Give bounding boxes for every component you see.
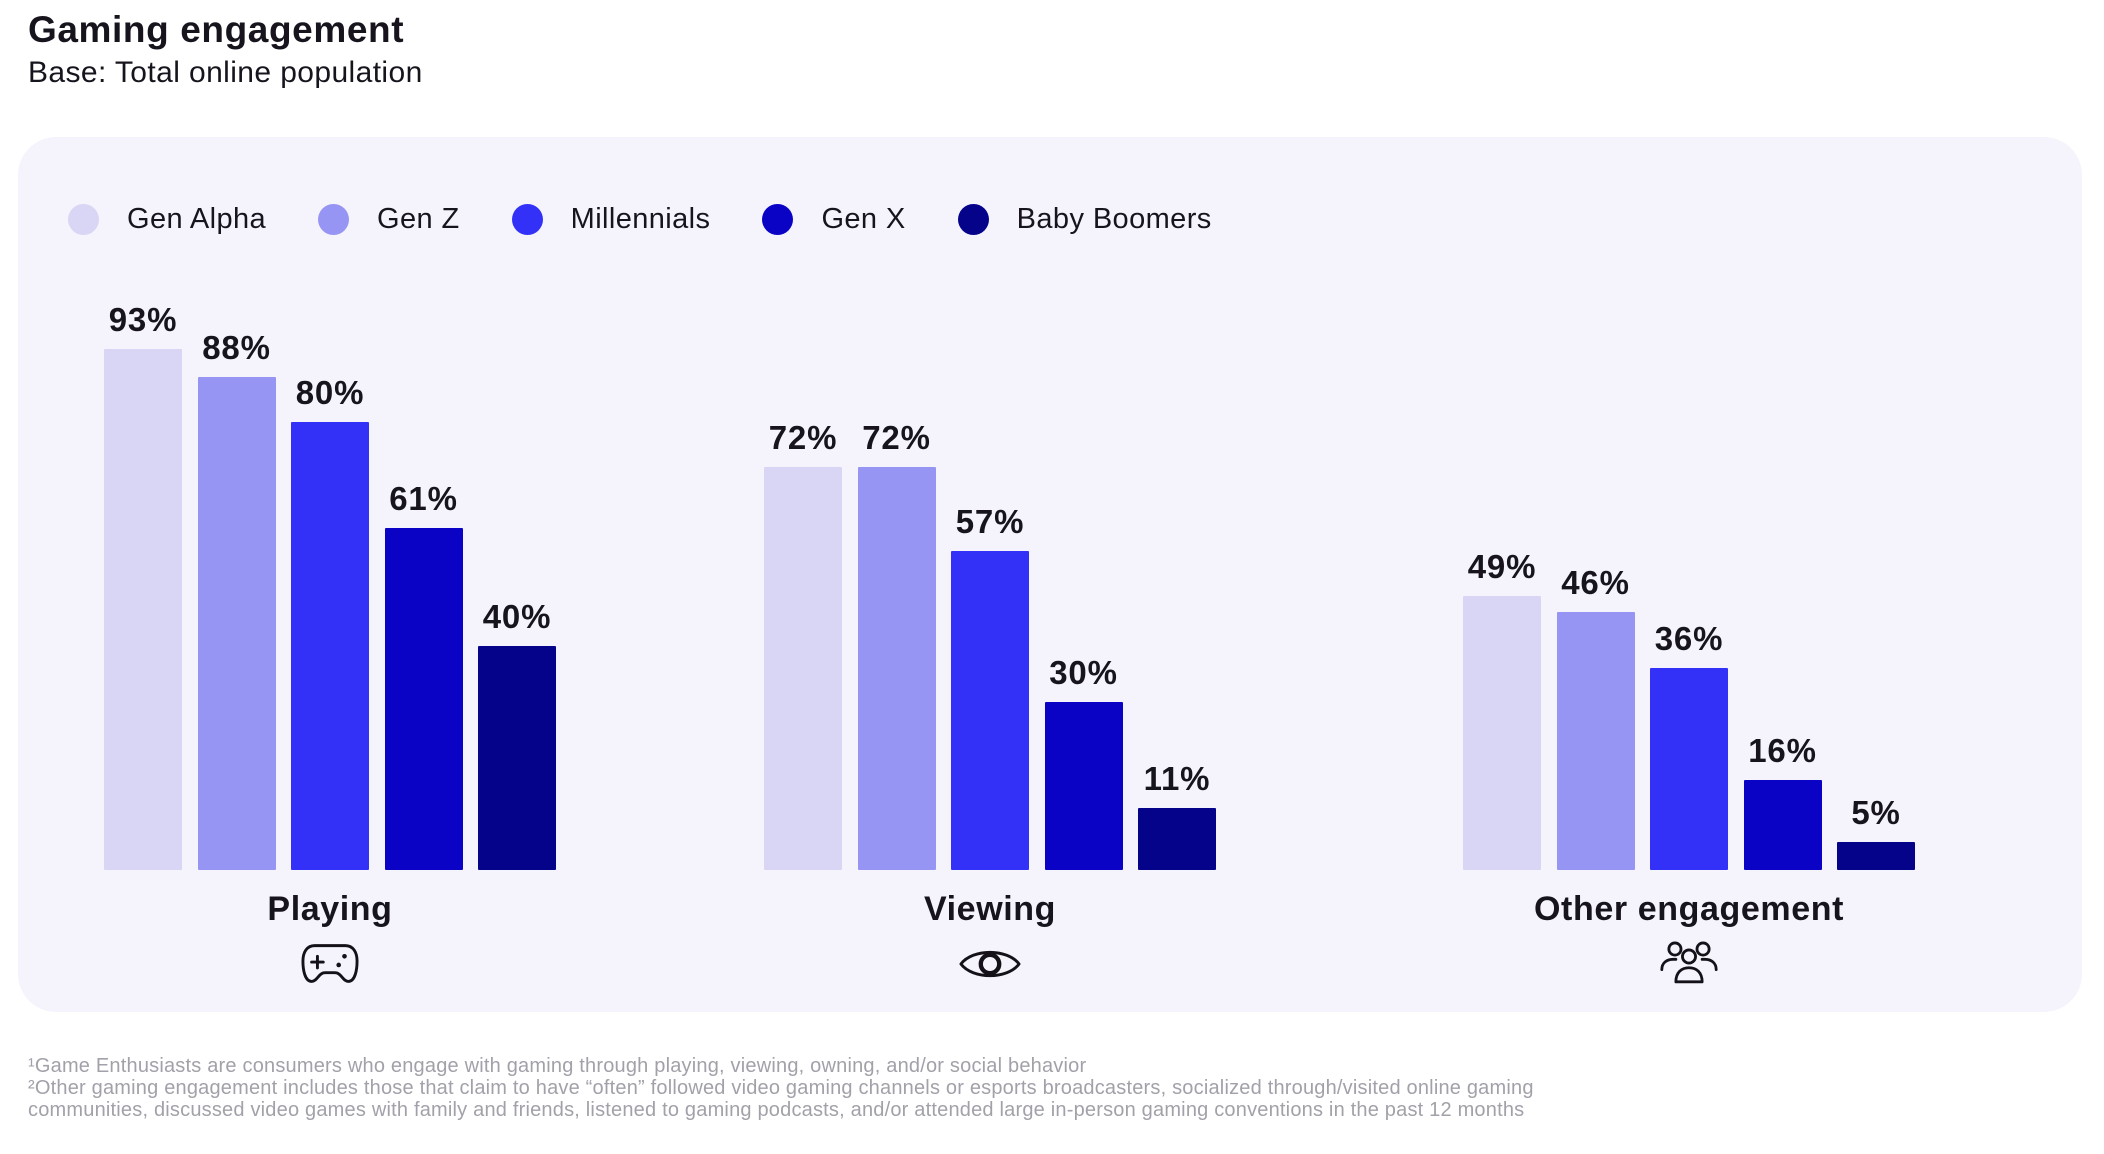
bar-value-label: 61% (389, 480, 458, 517)
bar-value-label: 57% (955, 503, 1025, 540)
page-subtitle: Base: Total online population (28, 56, 423, 89)
footnote-2: ²Other gaming engagement includes those … (28, 1077, 1534, 1121)
legend-item-baby-boomers: Baby Boomers (957, 203, 1212, 236)
bar-gen-z (857, 467, 936, 870)
legend-item-gen-z: Gen Z (318, 203, 460, 236)
bar-value-label: 40% (482, 598, 552, 635)
bar-column-gen-z: 88% (197, 329, 276, 870)
group-label-other-engagement: Other engagement (1534, 890, 1844, 928)
bar-group-playing: 93% 88% 80% 61% 40% Playing (104, 301, 556, 994)
bar-column-gen-x: 16% (1743, 732, 1822, 870)
chart-header: Gaming engagement Base: Total online pop… (28, 8, 423, 92)
bar-millennials (291, 422, 369, 870)
footnote-1: ¹Game Enthusiasts are consumers who enga… (28, 1055, 1087, 1077)
bar-column-baby-boomers: 5% (1837, 794, 1915, 870)
bar-baby-boomers (1138, 808, 1216, 870)
bar-column-millennials: 57% (951, 503, 1029, 870)
bar-value-label: 93% (108, 301, 178, 338)
bars-row: 72% 72% 57% 30% 11% (764, 419, 1216, 870)
group-caption: Playing (104, 888, 556, 994)
bar-value-label: 16% (1748, 732, 1817, 769)
bar-value-label: 72% (768, 419, 838, 456)
bar-value-label: 49% (1467, 548, 1537, 585)
bar-gen-alpha (104, 349, 182, 870)
bar-column-gen-alpha: 49% (1463, 548, 1541, 870)
gamepad-icon (301, 934, 359, 994)
bars-row: 93% 88% 80% 61% 40% (104, 301, 556, 870)
bar-value-label: 5% (1851, 794, 1901, 831)
group-label-playing: Playing (267, 890, 393, 928)
bar-baby-boomers (478, 646, 556, 870)
bar-column-baby-boomers: 11% (1138, 760, 1216, 870)
legend-item-gen-alpha: Gen Alpha (68, 203, 266, 236)
bar-column-gen-alpha: 72% (764, 419, 842, 870)
bar-value-label: 11% (1143, 760, 1211, 797)
bar-value-label: 36% (1654, 620, 1724, 657)
bar-gen-z (197, 377, 276, 870)
legend-dot-gen-x (762, 204, 794, 235)
bars-row: 49% 46% 36% 16% 5% (1463, 548, 1915, 870)
bar-value-label: 72% (862, 419, 931, 456)
legend-label: Gen Z (377, 203, 460, 235)
bar-value-label: 88% (202, 329, 271, 366)
bar-gen-alpha (764, 467, 842, 870)
group-caption: Viewing (764, 888, 1216, 994)
legend-label: Millennials (570, 203, 711, 235)
legend-item-gen-x: Gen X (762, 203, 905, 236)
legend-dot-gen-alpha (68, 204, 99, 235)
legend-dot-baby-boomers (957, 204, 989, 235)
footnotes: ¹Game Enthusiasts are consumers who enga… (28, 1055, 1618, 1121)
bar-group-other-engagement: 49% 46% 36% 16% 5% Other engagement (1463, 548, 1915, 994)
legend-item-millennials: Millennials (511, 203, 711, 236)
eye-icon (959, 934, 1021, 994)
chart-card: Gen Alpha Gen Z Millennials Gen X Baby Boome… (18, 137, 2082, 1012)
bar-gen-alpha (1463, 596, 1541, 870)
bar-value-label: 80% (295, 374, 365, 411)
group-label-viewing: Viewing (923, 890, 1057, 928)
bar-gen-z (1556, 612, 1635, 870)
bar-gen-x (1743, 780, 1822, 870)
bar-column-gen-alpha: 93% (104, 301, 182, 870)
bar-baby-boomers (1837, 842, 1915, 870)
legend-dot-millennials (511, 204, 543, 235)
bar-column-gen-z: 46% (1556, 564, 1635, 870)
legend-label: Gen Alpha (127, 203, 267, 235)
bar-column-millennials: 36% (1650, 620, 1728, 870)
bar-column-gen-x: 30% (1044, 654, 1123, 870)
bar-gen-x (384, 528, 463, 870)
bar-value-label: 30% (1049, 654, 1118, 691)
group-caption: Other engagement (1463, 888, 1915, 994)
chart-legend: Gen Alpha Gen Z Millennials Gen X Baby Boome… (68, 203, 1212, 236)
bar-column-gen-z: 72% (857, 419, 936, 870)
bar-column-baby-boomers: 40% (478, 598, 556, 870)
bar-value-label: 46% (1561, 564, 1630, 601)
bar-group-viewing: 72% 72% 57% 30% 11% Viewing (764, 419, 1216, 994)
bar-gen-x (1044, 702, 1123, 870)
legend-label: Baby Boomers (1016, 203, 1212, 235)
legend-label: Gen X (821, 203, 906, 235)
legend-dot-gen-z (318, 204, 350, 235)
page-title: Gaming engagement (28, 9, 405, 50)
people-group-icon (1659, 934, 1719, 994)
bar-column-gen-x: 61% (384, 480, 463, 870)
bar-millennials (1650, 668, 1728, 870)
bar-column-millennials: 80% (291, 374, 369, 870)
bar-millennials (951, 551, 1029, 870)
